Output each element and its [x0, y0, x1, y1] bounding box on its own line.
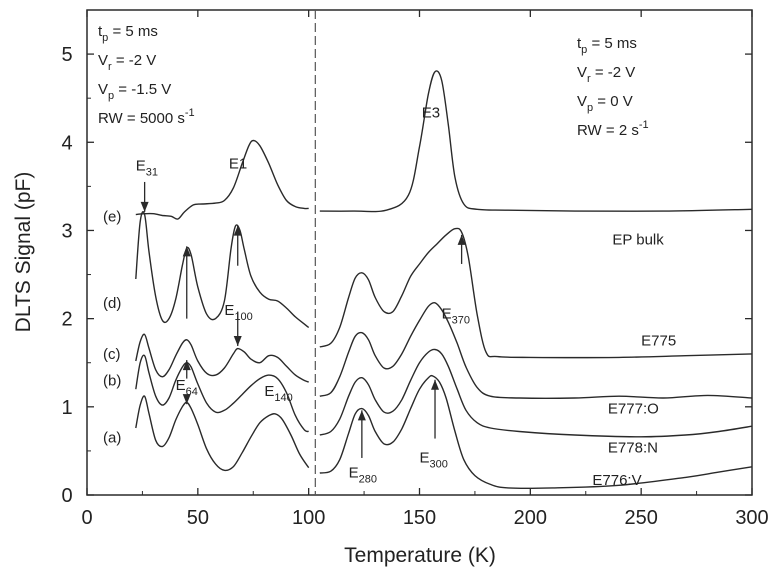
dlts-curve-left-b: [135, 354, 309, 433]
sample-name-label: EP bulk: [612, 231, 664, 248]
x-tick-label: 250: [624, 507, 657, 529]
y-tick-label: 4: [61, 132, 72, 154]
y-tick-label: 1: [61, 397, 72, 419]
y-axis-title: DLTS Signal (pF): [12, 172, 35, 333]
x-tick-label: 300: [735, 507, 768, 529]
arrowhead: [457, 234, 466, 245]
peak-label-e3: E3: [422, 105, 440, 122]
arrowhead: [182, 394, 191, 405]
arrowhead: [140, 201, 149, 212]
dlts-curve-left-a: [135, 395, 310, 472]
x-tick-label: 100: [292, 507, 325, 529]
left-parameter: Vp = -1.5 V: [98, 81, 171, 102]
peak-label-e300: E300: [420, 449, 448, 470]
right-parameter: Vp = 0 V: [577, 93, 633, 114]
arrowhead: [182, 246, 191, 257]
sample-label: (b): [103, 372, 121, 389]
dlts-curve-left-e: [135, 139, 309, 220]
left-parameter: tp = 5 ms: [98, 23, 158, 44]
peak-label-e31: E31: [136, 157, 158, 178]
peak-label-e100: E100: [224, 302, 252, 323]
dlts-curve-right-a: [319, 374, 753, 490]
sample-label: (d): [103, 295, 121, 312]
arrowhead: [357, 410, 366, 421]
x-tick-label: 150: [403, 507, 436, 529]
arrowhead: [233, 225, 242, 236]
x-axis-title: Temperature (K): [344, 544, 496, 567]
dlts-curve-left-c: [135, 333, 309, 383]
dlts-curve-right-d: [319, 227, 753, 359]
sample-name-label: E777:O: [608, 401, 659, 418]
peak-label-e280: E280: [349, 464, 377, 485]
arrowhead: [431, 379, 440, 390]
x-tick-label: 200: [514, 507, 547, 529]
dlts-curve-right-e: [319, 70, 753, 213]
right-parameter: RW = 2 s-1: [577, 119, 649, 139]
peak-label-e370: E370: [442, 306, 470, 327]
left-parameter: Vr = -2 V: [98, 52, 156, 73]
sample-label: (a): [103, 430, 121, 447]
y-tick-label: 5: [61, 44, 72, 66]
sample-label: (c): [103, 346, 121, 363]
dlts-curve-right-c: [319, 301, 753, 399]
sample-label: (e): [103, 208, 121, 225]
peak-label-e140: E140: [264, 383, 292, 404]
dlts-curve-left-d: [135, 211, 310, 329]
y-tick-label: 0: [61, 485, 72, 507]
arrowhead: [182, 360, 191, 371]
y-tick-label: 2: [61, 309, 72, 331]
right-parameter: Vr = -2 V: [577, 64, 635, 85]
peak-label-e1: E1: [229, 156, 247, 173]
sample-name-label: E776:V: [592, 472, 641, 489]
sample-name-label: E775: [641, 333, 676, 350]
x-tick-label: 0: [81, 507, 92, 529]
dlts-curve-right-b: [319, 348, 753, 438]
x-tick-label: 50: [187, 507, 209, 529]
left-parameter: RW = 5000 s-1: [98, 107, 195, 127]
right-parameter: tp = 5 ms: [577, 35, 637, 56]
sample-name-label: E778:N: [608, 439, 658, 456]
arrowhead: [233, 335, 242, 346]
y-tick-label: 3: [61, 220, 72, 242]
